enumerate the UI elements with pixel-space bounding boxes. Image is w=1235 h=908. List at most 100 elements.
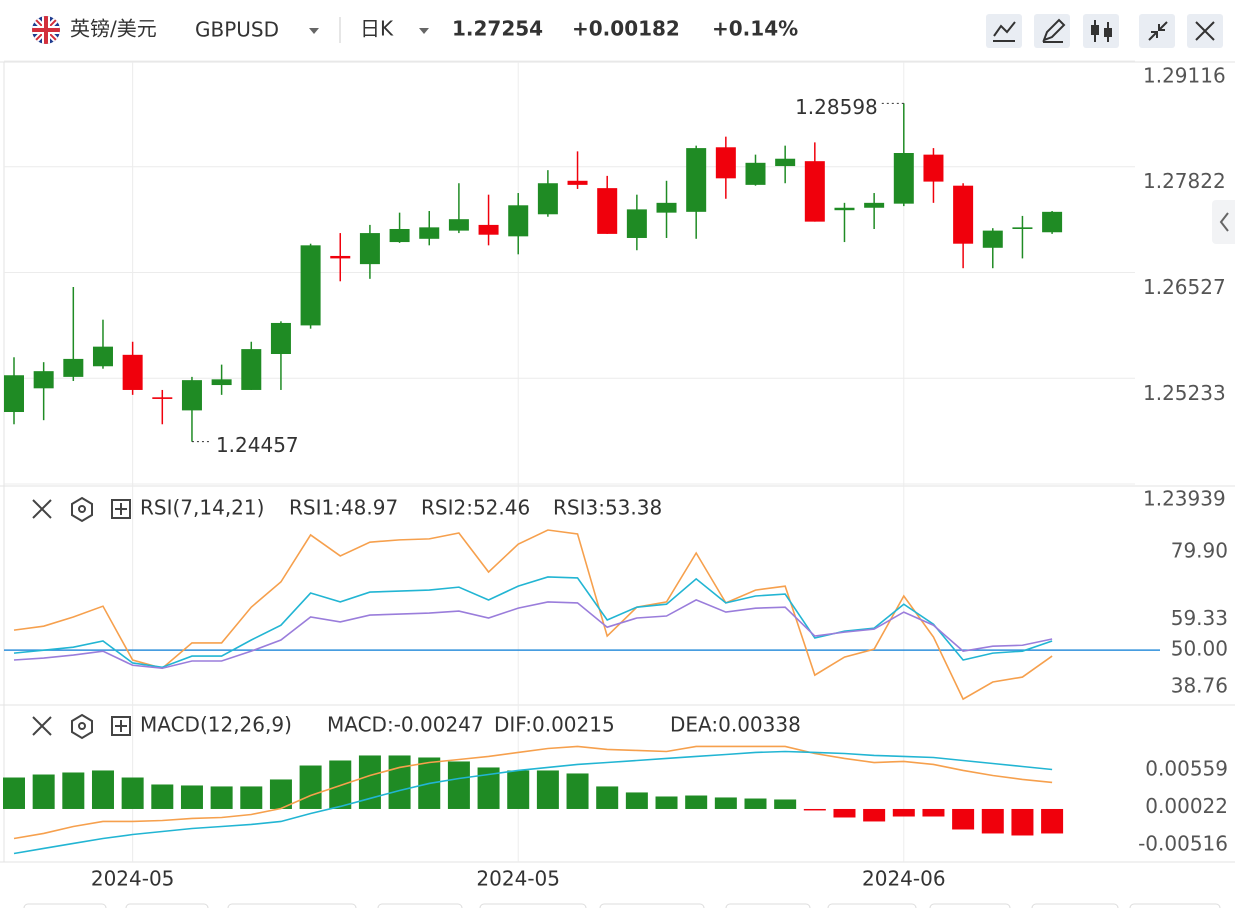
price-change: +0.00182 [572,17,680,41]
y-tick-label: 1.23939 [1143,487,1226,511]
macd-bar [180,785,203,809]
macd-bar [388,755,411,809]
candle-body [122,354,143,390]
y-tick-label: 1.27822 [1143,169,1226,193]
macd-bar [803,808,826,811]
candle-body [241,349,262,390]
side-panel-toggle[interactable] [1212,200,1235,244]
y-tick-label: 50.00 [1171,637,1228,661]
macd-bar [714,797,737,809]
y-tick-label: 1.26527 [1143,275,1226,299]
candle-body [152,397,173,399]
candle-body [1042,211,1063,233]
candle-body [300,245,321,326]
macd-bar [240,786,263,809]
dropdown-arrow[interactable] [419,28,429,34]
period[interactable]: 日K [360,17,394,41]
macd-bar [210,786,233,809]
candle-body [359,233,380,265]
candle-body [656,202,677,213]
macd-bar [744,798,767,809]
candle-body [270,322,291,355]
indicator-line [13,599,1053,670]
x-tick-label: 2024-05 [91,867,175,891]
macd-bar [62,772,85,809]
macd-bar [358,755,381,809]
candle-body [1012,227,1033,229]
indicator-button[interactable] [986,14,1022,48]
y-tick-label: 0.00022 [1145,794,1228,818]
y-tick-label: 79.90 [1171,539,1228,563]
macd-bar [91,770,114,809]
macd-bar [655,796,678,809]
macd-bar [536,770,559,809]
macd-bar [3,777,25,809]
candle-body [864,202,885,208]
y-tick-label: 1.25233 [1143,381,1226,405]
high-annotation: 1.28598 [795,95,878,119]
candle-body [181,380,202,411]
candle-body [211,379,232,386]
indicator-title: MACD(12,26,9) [140,713,292,737]
y-tick-label: 0.00559 [1145,756,1228,780]
macd-bar [863,808,886,822]
indicator-line [13,576,1053,669]
pair-name: 英镑/美元 [70,17,157,41]
candle-body [389,228,410,243]
macd-bar [892,808,915,817]
candle-body [626,209,647,238]
macd-bar [685,795,708,809]
y-tick-label: 1.29116 [1143,64,1226,88]
dropdown-arrow[interactable] [309,28,319,34]
chart-type-button[interactable] [1083,14,1119,48]
x-tick-label: 2024-05 [476,867,560,891]
side-panel-arrow [1219,212,1229,232]
close-indicator[interactable] [32,499,52,519]
price-change-pct: +0.14% [712,17,798,41]
toolbar [986,14,1223,48]
last-price: 1.27254 [452,17,543,41]
macd-bar [922,808,945,817]
macd-bar [625,792,648,809]
macd-bar [1011,808,1034,836]
candle-body [982,230,1003,248]
symbol[interactable]: GBPUSD [195,18,279,42]
candle-body [4,375,24,413]
close-indicator[interactable] [32,716,52,736]
macd-bar [299,765,322,809]
settings-icon[interactable] [71,496,93,523]
y-tick-label: 38.76 [1171,674,1228,698]
low-annotation: 1.24457 [216,433,299,457]
macd-bar [833,808,856,818]
macd-bar [447,761,470,809]
indicator-line [13,745,1053,840]
indicator-line [13,750,1053,855]
expand-icon[interactable] [111,499,131,519]
candle-body [448,219,469,231]
settings-icon[interactable] [71,713,93,740]
expand-icon[interactable] [111,716,131,736]
candle-body [893,153,914,204]
macd-bar [32,774,55,809]
candle-body [804,161,825,222]
candle-body [33,371,54,389]
legend-entry: RSI3:53.38 [553,496,662,520]
legend-entry: DIF:0.00215 [494,713,615,737]
macd-bar [121,777,144,809]
macd-bar [1041,808,1064,834]
x-tick-label: 2024-06 [862,867,946,891]
macd-bar [477,767,500,809]
macd-bar [774,799,797,809]
candle-body [537,183,558,215]
bottom-tabs [23,903,1221,908]
candle-body [478,224,499,235]
legend-entry: MACD:-0.00247 [327,713,484,737]
candle-body [834,207,855,211]
candle-body [745,162,766,185]
candle-body [567,180,588,185]
candle-body [63,358,84,377]
candle-body [330,255,351,259]
indicator-line [13,529,1053,701]
macd-bar [151,784,174,809]
